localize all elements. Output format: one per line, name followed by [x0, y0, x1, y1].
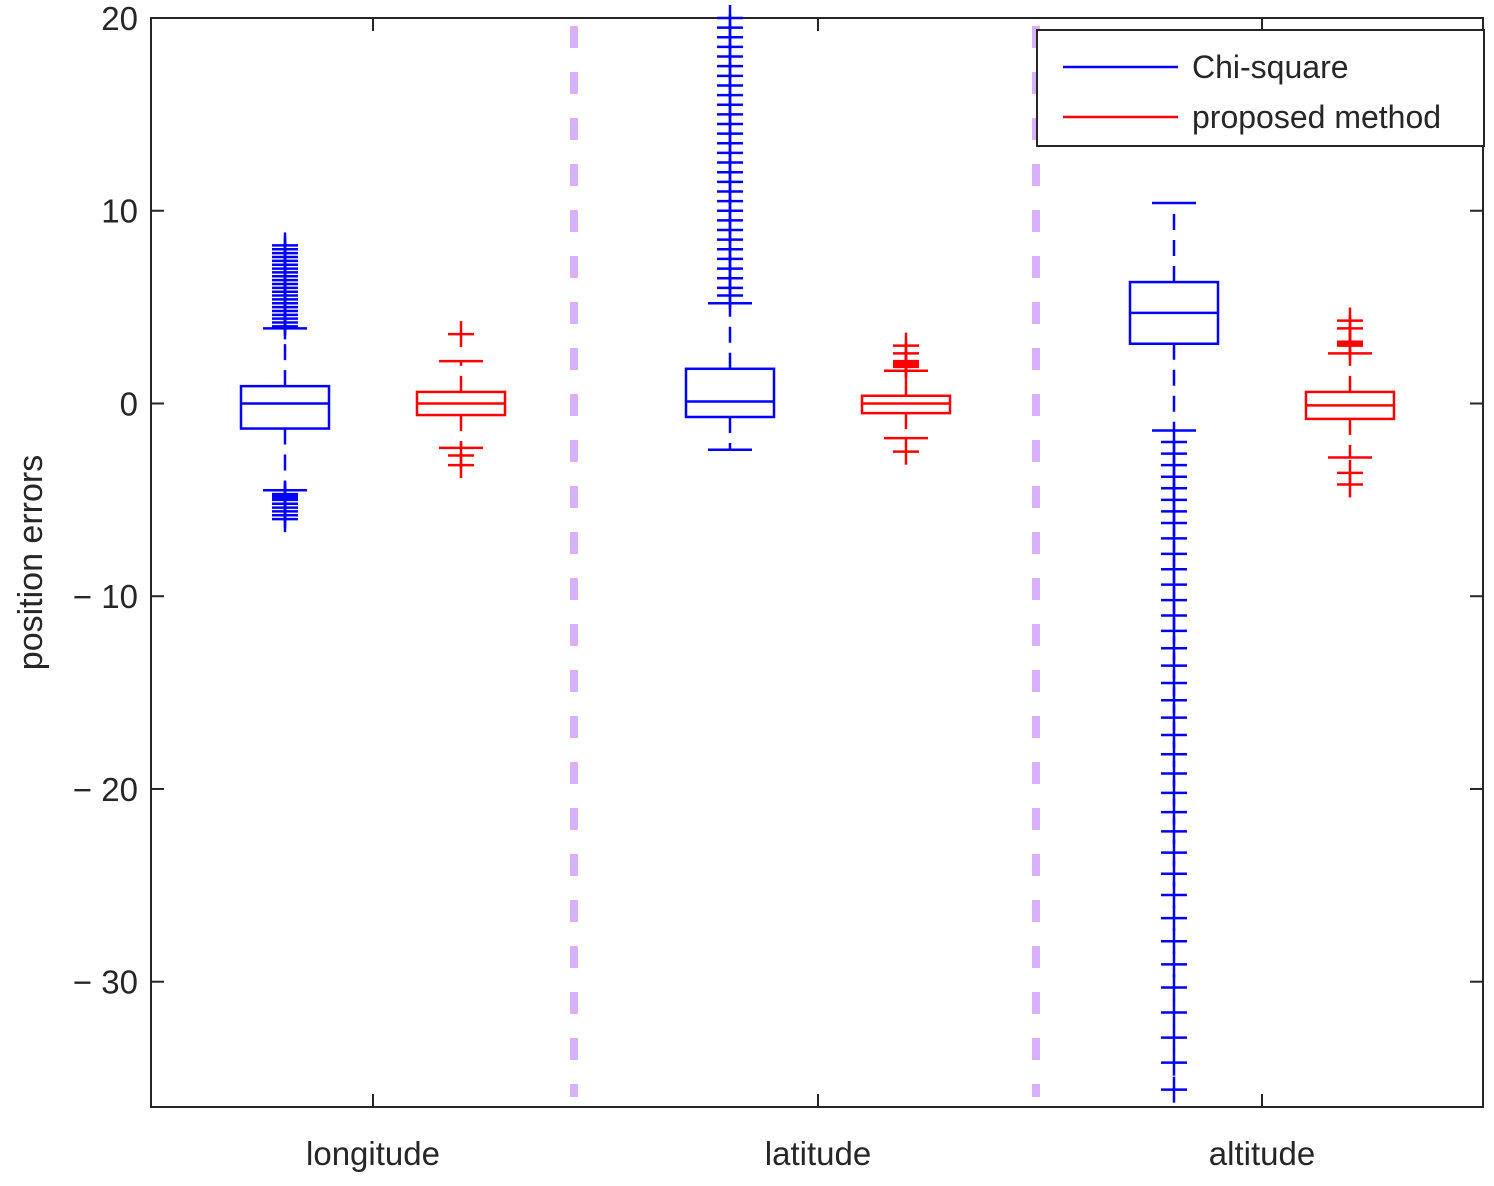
y-tick-label: − 20	[73, 771, 138, 808]
x-tick-label-altitude: altitude	[1209, 1135, 1315, 1172]
plot-area-frame	[150, 17, 1484, 1108]
legend-label-1: Chi-square	[1192, 49, 1349, 85]
y-tick-label: − 10	[73, 578, 138, 615]
x-tick-label-latitude: latitude	[765, 1135, 871, 1172]
legend-box	[1036, 29, 1485, 147]
box-chi-square-longitude	[239, 384, 331, 430]
y-tick-label: − 30	[73, 964, 138, 1001]
y-tick-label: 20	[101, 0, 138, 37]
y-axis-label: position errors	[12, 455, 50, 670]
box-chi-square-latitude	[684, 367, 776, 419]
y-tick-label: 0	[120, 385, 138, 422]
x-tick-label-longitude: longitude	[306, 1135, 440, 1172]
legend-label-2: proposed method	[1192, 99, 1441, 135]
y-tick-label: 10	[101, 193, 138, 230]
